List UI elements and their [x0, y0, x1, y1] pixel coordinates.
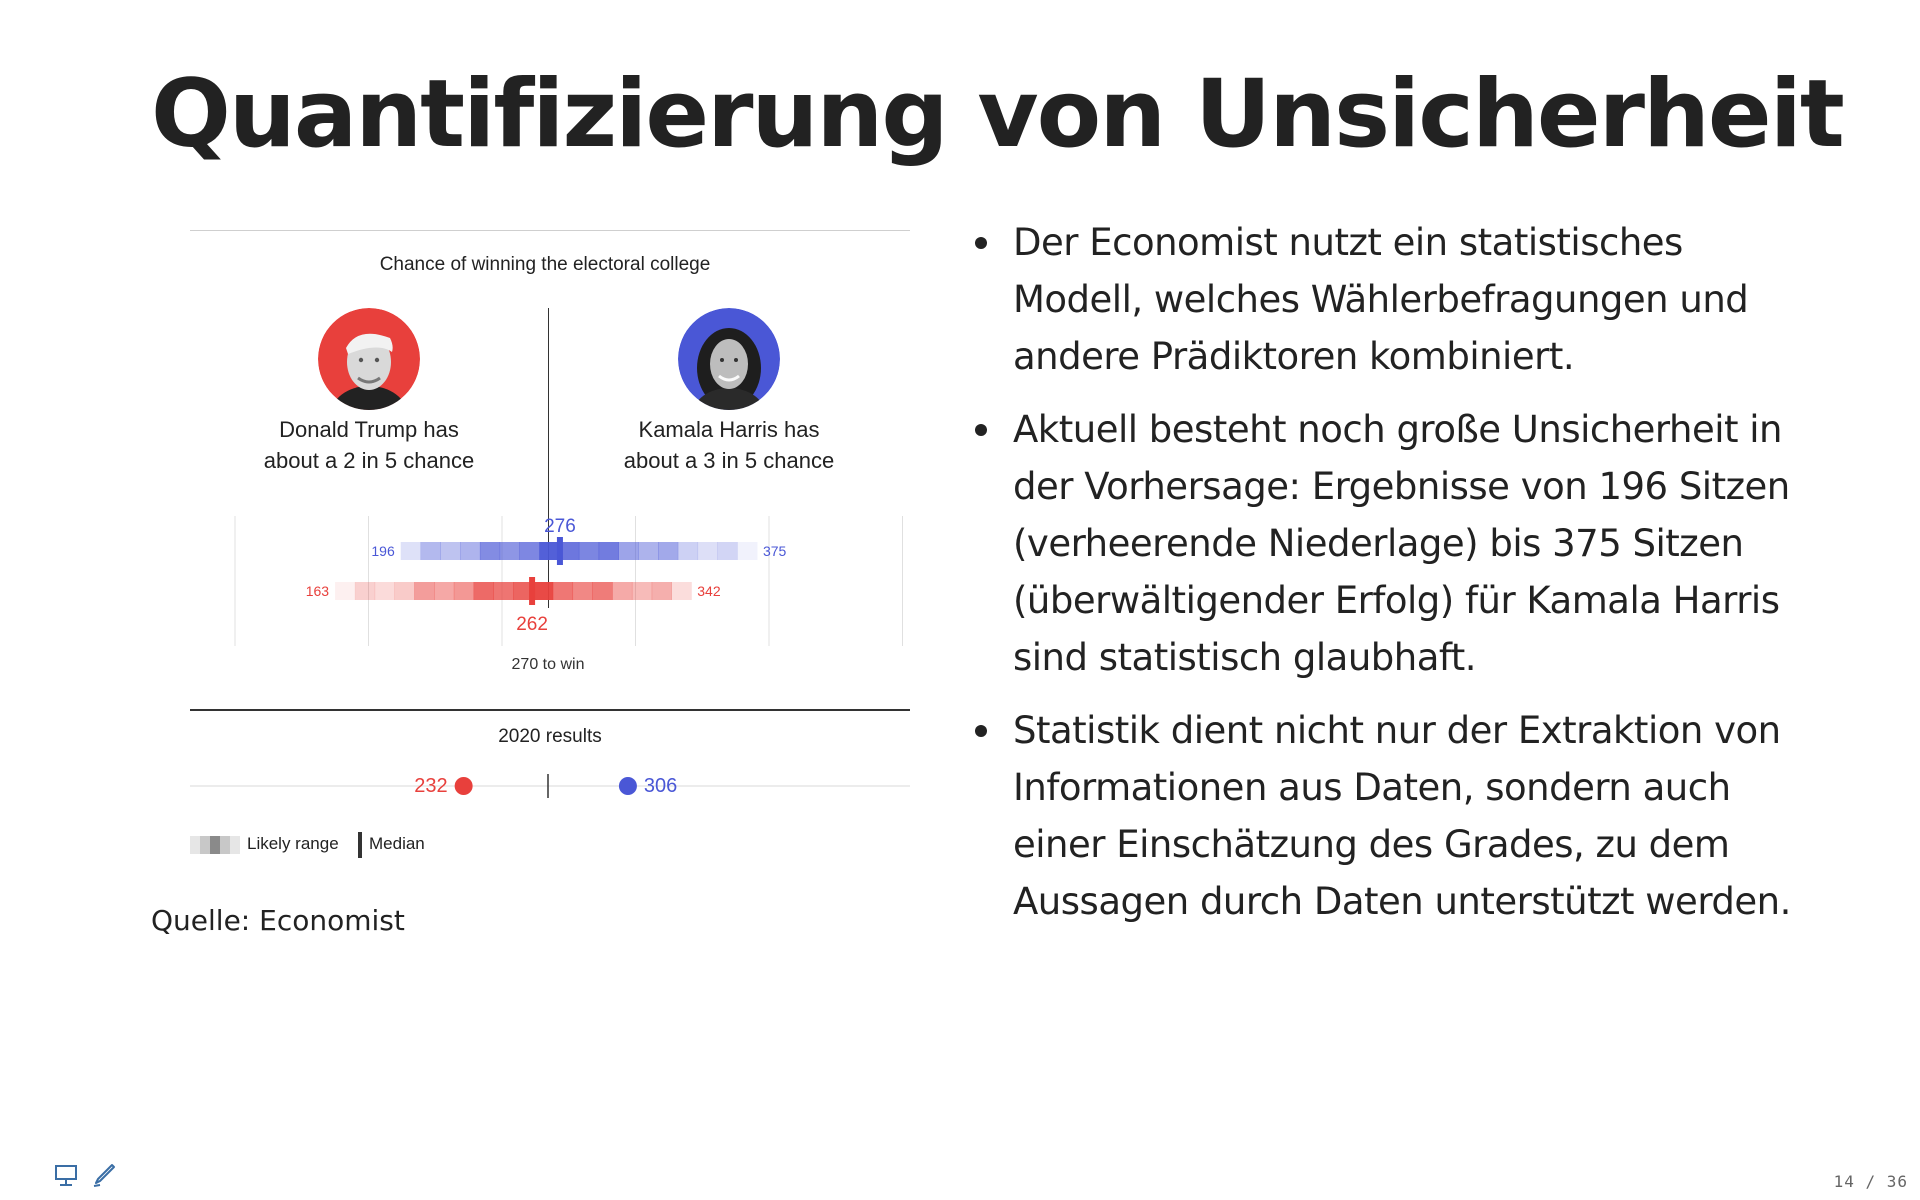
page-number: 14 / 36	[1833, 1172, 1908, 1191]
harris-line1: Kamala Harris has	[638, 417, 820, 442]
bullet-list: Der Economist nutzt ein statistisches Mo…	[965, 214, 1805, 946]
presenter-icon[interactable]	[53, 1162, 79, 1188]
harris-chance-text: Kamala Harris has about a 3 in 5 chance	[579, 414, 879, 476]
range-segment	[440, 542, 461, 560]
results-chart: 232 306	[190, 774, 910, 798]
range-segment	[453, 582, 475, 600]
range-segment	[592, 582, 613, 600]
range-high-label: 375	[763, 543, 787, 559]
bullet-dot	[975, 725, 987, 737]
range-segment	[598, 542, 619, 560]
range-segment	[638, 542, 659, 560]
range-segment	[651, 582, 672, 600]
source-caption: Quelle: Economist	[151, 904, 405, 937]
result-dot	[618, 777, 637, 795]
bullet-item: Statistik dient nicht nur der Extraktion…	[965, 702, 1805, 930]
legend-range-label: Likely range	[247, 834, 339, 853]
range-segment	[479, 542, 501, 560]
range-high-label: 342	[697, 583, 721, 599]
range-segment	[677, 542, 699, 560]
range-segment	[552, 582, 574, 600]
median-value-label: 276	[544, 516, 576, 537]
range-segment	[697, 542, 718, 560]
harris-avatar	[678, 308, 780, 410]
likely-range-swatch	[190, 836, 240, 854]
range-segment	[460, 542, 481, 560]
trump-line1: Donald Trump has	[279, 417, 459, 442]
legend-median-label: Median	[369, 834, 425, 853]
bullet-text: Der Economist nutzt ein statistisches Mo…	[1013, 221, 1749, 378]
bullet-dot	[975, 424, 987, 436]
trump-avatar	[318, 308, 420, 410]
bullet-item: Aktuell besteht noch große Unsicherheit …	[965, 401, 1805, 686]
median-swatch	[358, 832, 362, 858]
range-segment	[499, 542, 520, 560]
range-segment	[612, 582, 633, 600]
range-segment	[631, 582, 653, 600]
range-segment	[335, 582, 356, 600]
range-segment	[513, 582, 534, 600]
range-segment	[400, 542, 422, 560]
range-segment	[658, 542, 679, 560]
range-segment	[493, 582, 514, 600]
range-segment	[414, 582, 435, 600]
range-segment	[532, 582, 554, 600]
chart-title: Chance of winning the electoral college	[379, 254, 711, 275]
range-low-label: 163	[306, 583, 330, 599]
range-segment	[737, 542, 758, 560]
range-segment	[394, 582, 415, 600]
range-segment	[717, 542, 738, 560]
range-segment	[539, 542, 560, 560]
median-value-label: 262	[516, 614, 548, 635]
range-segment	[354, 582, 376, 600]
range-low-label: 196	[371, 543, 395, 559]
trump-chance-text: Donald Trump has about a 2 in 5 chance	[219, 414, 519, 476]
bullet-text: Statistik dient nicht nur der Extraktion…	[1013, 709, 1791, 923]
result-value-label: 232	[414, 775, 447, 797]
slide-title: Quantifizierung von Unsicherheit	[151, 60, 1845, 169]
center-divider	[548, 308, 549, 608]
results-title: 2020 results	[498, 726, 602, 747]
trump-line2: about a 2 in 5 chance	[263, 448, 475, 473]
range-segment	[420, 542, 441, 560]
range-segment	[572, 582, 593, 600]
range-segment	[671, 582, 692, 600]
median-marker	[529, 577, 536, 605]
range-segment	[473, 582, 494, 600]
result-dot	[454, 777, 473, 795]
range-segment	[618, 542, 639, 560]
threshold-label: 270 to win	[511, 656, 585, 673]
range-segment	[374, 582, 395, 600]
harris-line2: about a 3 in 5 chance	[623, 448, 835, 473]
range-segment	[519, 542, 540, 560]
bullet-text: Aktuell besteht noch große Unsicherheit …	[1013, 408, 1790, 679]
bullet-dot	[975, 237, 987, 249]
range-segment	[559, 542, 580, 560]
range-segment	[578, 542, 600, 560]
bullet-item: Der Economist nutzt ein statistisches Mo…	[965, 214, 1805, 385]
figure-mid-rule	[190, 709, 910, 711]
economist-figure: Chance of winning the electoral college …	[185, 226, 915, 866]
range-chart: 196 375 276 163 342 262	[234, 516, 903, 646]
median-marker	[556, 537, 563, 565]
range-segment	[434, 582, 455, 600]
pen-icon[interactable]	[91, 1162, 117, 1188]
figure-top-rule	[190, 230, 910, 231]
result-value-label: 306	[644, 775, 677, 797]
